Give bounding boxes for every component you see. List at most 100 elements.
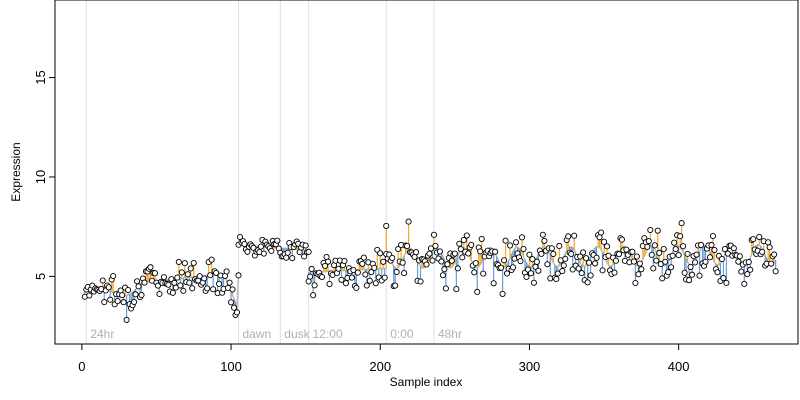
data-point bbox=[235, 272, 242, 279]
x-tick-label: 300 bbox=[519, 359, 541, 374]
data-point bbox=[326, 281, 333, 288]
data-point bbox=[301, 253, 308, 260]
data-point bbox=[586, 259, 593, 266]
data-point bbox=[393, 268, 400, 276]
data-point bbox=[502, 237, 509, 244]
data-point bbox=[341, 258, 348, 265]
data-point bbox=[650, 265, 657, 272]
data-point bbox=[120, 299, 127, 306]
data-point bbox=[342, 280, 349, 287]
data-point bbox=[404, 242, 411, 249]
x-tick-label: 100 bbox=[220, 359, 242, 374]
data-point bbox=[448, 257, 455, 264]
data-point bbox=[492, 248, 499, 255]
data-point bbox=[684, 250, 691, 257]
x-tick-label: 0 bbox=[78, 359, 85, 374]
data-point bbox=[233, 309, 241, 316]
data-point bbox=[184, 271, 191, 278]
data-point bbox=[190, 259, 197, 267]
residual-stems bbox=[84, 221, 777, 320]
data-point bbox=[444, 261, 451, 268]
plot-frame bbox=[54, 0, 799, 345]
data-point bbox=[530, 279, 537, 286]
data-point bbox=[559, 268, 566, 275]
data-point bbox=[766, 244, 773, 251]
data-point bbox=[453, 286, 460, 293]
data-point bbox=[135, 283, 142, 290]
data-point bbox=[441, 266, 448, 273]
data-point bbox=[350, 266, 357, 274]
data-point bbox=[169, 289, 176, 296]
data-point bbox=[686, 277, 693, 284]
data-point bbox=[399, 259, 406, 266]
data-point bbox=[692, 259, 699, 266]
data-point bbox=[750, 236, 757, 243]
data-point bbox=[499, 290, 506, 297]
data-point bbox=[187, 265, 194, 272]
data-point bbox=[123, 316, 130, 323]
data-point bbox=[151, 270, 159, 277]
data-point bbox=[706, 254, 714, 261]
data-point bbox=[647, 226, 654, 234]
data-point bbox=[119, 292, 126, 299]
data-point bbox=[541, 237, 548, 244]
data-point bbox=[603, 243, 611, 250]
data-point bbox=[99, 277, 106, 284]
data-point bbox=[538, 250, 545, 257]
data-point bbox=[678, 220, 685, 227]
data-point bbox=[465, 250, 472, 257]
data-point bbox=[517, 258, 524, 265]
data-point bbox=[659, 275, 666, 282]
data-point bbox=[654, 227, 661, 234]
data-point bbox=[480, 270, 487, 277]
data-point bbox=[656, 249, 663, 256]
data-point bbox=[745, 258, 752, 266]
data-point bbox=[711, 246, 718, 254]
data-point bbox=[553, 275, 560, 283]
data-point bbox=[501, 257, 508, 264]
data-point bbox=[229, 286, 236, 293]
data-point bbox=[189, 285, 196, 292]
data-point bbox=[632, 279, 639, 287]
data-point bbox=[244, 248, 251, 255]
data-point bbox=[741, 280, 748, 287]
data-point bbox=[324, 258, 332, 265]
data-point bbox=[689, 271, 696, 278]
data-point bbox=[125, 286, 132, 294]
vertical-marker-label: 48hr bbox=[438, 327, 462, 341]
data-point bbox=[308, 265, 315, 273]
data-point bbox=[210, 286, 217, 293]
vertical-marker-labels: 24hr dawn dusk 12:00 0:00 48hr bbox=[90, 327, 462, 341]
data-point bbox=[578, 270, 585, 277]
data-point bbox=[354, 269, 361, 276]
data-point bbox=[629, 248, 636, 255]
data-point bbox=[310, 292, 317, 299]
data-point bbox=[660, 246, 667, 253]
data-point bbox=[107, 296, 114, 303]
data-point bbox=[584, 279, 591, 286]
data-point bbox=[512, 239, 520, 246]
data-point bbox=[759, 248, 766, 255]
data-point bbox=[371, 264, 378, 271]
data-point bbox=[768, 260, 775, 267]
data-point bbox=[730, 245, 737, 252]
data-point bbox=[575, 265, 582, 272]
data-point bbox=[468, 241, 475, 248]
data-point bbox=[201, 275, 208, 282]
data-point bbox=[138, 291, 145, 299]
data-point bbox=[638, 266, 645, 273]
data-point bbox=[509, 264, 517, 271]
data-point bbox=[533, 258, 540, 265]
data-point bbox=[392, 282, 399, 289]
data-point bbox=[147, 264, 154, 271]
data-point bbox=[720, 275, 727, 282]
data-point bbox=[526, 251, 533, 258]
data-point bbox=[523, 273, 530, 280]
data-point bbox=[529, 256, 536, 263]
data-point bbox=[565, 233, 572, 240]
x-axis: 0 100 200 300 400 bbox=[78, 344, 689, 374]
data-point bbox=[439, 272, 446, 279]
data-point bbox=[429, 257, 436, 264]
data-point bbox=[141, 279, 148, 286]
data-point bbox=[101, 299, 108, 306]
